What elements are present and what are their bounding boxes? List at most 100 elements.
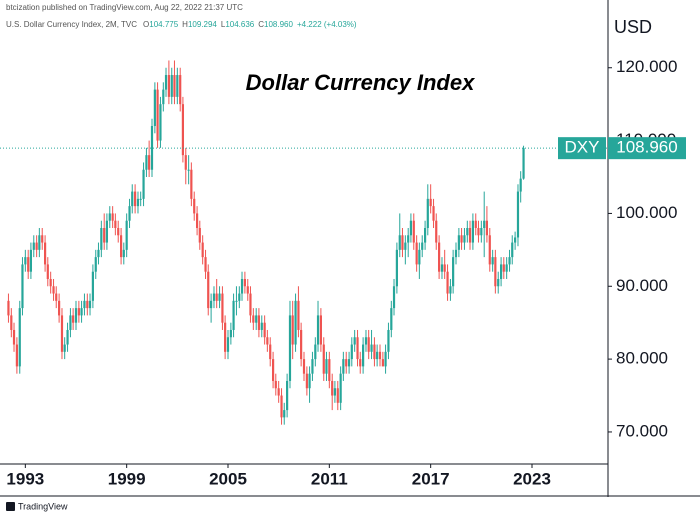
candle-body: [105, 220, 109, 243]
symbol-info: U.S. Dollar Currency Index, 2M, TVC: [6, 20, 137, 29]
candle-body: [511, 242, 514, 258]
y-tick-label: 90.000: [616, 276, 668, 295]
candle-body: [91, 271, 94, 301]
ohlc-value: 108.960: [264, 20, 293, 29]
candle-body: [10, 315, 13, 330]
ohlc-key: O: [143, 20, 149, 29]
symbol-tag-label: DXY: [565, 138, 600, 157]
candle-body: [395, 249, 398, 287]
candle-body: [221, 293, 224, 323]
ohlc-key: C: [258, 20, 264, 29]
candle-body: [435, 220, 438, 243]
candle-body: [497, 278, 500, 287]
candle-body: [325, 359, 328, 374]
ohlc-value: 104.636: [225, 20, 254, 29]
candle-body: [418, 249, 421, 265]
candle-body: [398, 235, 401, 250]
ohlc-key: L: [221, 20, 226, 29]
candle-body: [46, 264, 49, 279]
candle-body: [266, 337, 269, 345]
candle-body: [271, 359, 275, 381]
candle-body: [488, 235, 491, 265]
candle-body: [364, 337, 368, 345]
candle-body: [167, 75, 170, 97]
candle-body: [187, 169, 190, 171]
candle-body: [136, 198, 140, 207]
candle-body: [176, 75, 179, 97]
candle-body: [316, 315, 320, 345]
candle-body: [156, 89, 159, 141]
candle-body: [412, 220, 415, 243]
candle-body: [74, 308, 78, 323]
candle-body: [86, 300, 89, 309]
candle-body: [131, 191, 134, 207]
candle-body: [392, 286, 396, 309]
y-axis-label: USD: [614, 17, 652, 37]
candle-body: [181, 104, 185, 156]
ohlc-key: H: [182, 20, 188, 29]
candle-body: [356, 337, 359, 360]
candle-body: [72, 315, 75, 323]
candle-body: [224, 322, 227, 352]
candle-body: [491, 257, 494, 265]
candle-body: [333, 388, 337, 396]
candle-body: [347, 359, 351, 367]
price-tag: [608, 137, 686, 160]
candle-body: [390, 308, 393, 330]
candle-body: [41, 235, 44, 243]
candle-body: [415, 242, 418, 265]
ohlc-change: +4.222 (+4.03%): [297, 20, 357, 29]
candle-body: [319, 315, 322, 345]
candle-body: [38, 235, 41, 250]
candle-body: [460, 235, 463, 243]
y-tick-label: 80.000: [616, 349, 668, 368]
candle-body: [139, 198, 142, 200]
candle-body: [125, 220, 128, 250]
x-tick-label: 2011: [311, 469, 348, 488]
candle-body: [362, 344, 365, 367]
candle-body: [179, 75, 182, 105]
candle-body: [80, 308, 83, 316]
candle-body: [474, 220, 477, 228]
candle-body: [342, 359, 345, 374]
candle-body: [269, 344, 272, 360]
candle-body: [142, 169, 145, 199]
candle-body: [483, 220, 486, 228]
candle-body: [485, 220, 489, 236]
candle-body: [15, 344, 18, 367]
candle-body: [190, 169, 193, 199]
candle-body: [246, 286, 249, 294]
candle-body: [88, 300, 92, 309]
candle-body: [438, 242, 441, 272]
candle-body: [443, 264, 446, 272]
candle-body: [218, 293, 221, 301]
candle-body: [384, 351, 387, 367]
x-tick-label: 1993: [6, 469, 44, 488]
candle-body: [108, 213, 111, 221]
candle-body: [446, 271, 449, 294]
candle-body: [502, 264, 505, 272]
chart-title: Dollar Currency Index: [246, 70, 475, 95]
candle-body: [21, 264, 24, 309]
candle-body: [336, 388, 339, 403]
candle-body: [249, 293, 252, 316]
candle-body: [353, 337, 356, 345]
candle-body: [212, 293, 216, 301]
y-tick-label: 120.000: [616, 57, 677, 76]
candle-body: [300, 329, 303, 360]
candle-body: [519, 178, 522, 192]
candle-body: [376, 351, 379, 360]
candle-body: [193, 198, 196, 214]
candle-body: [97, 249, 100, 258]
candle-body: [235, 300, 238, 302]
candle-body: [103, 227, 106, 243]
candle-body: [350, 344, 353, 360]
candle-body: [94, 257, 97, 272]
candle-body: [210, 300, 213, 309]
candle-body: [477, 227, 480, 236]
candle-body: [117, 227, 120, 236]
candle-body: [297, 300, 300, 330]
candle-body: [288, 315, 292, 381]
candle-body: [43, 242, 47, 265]
